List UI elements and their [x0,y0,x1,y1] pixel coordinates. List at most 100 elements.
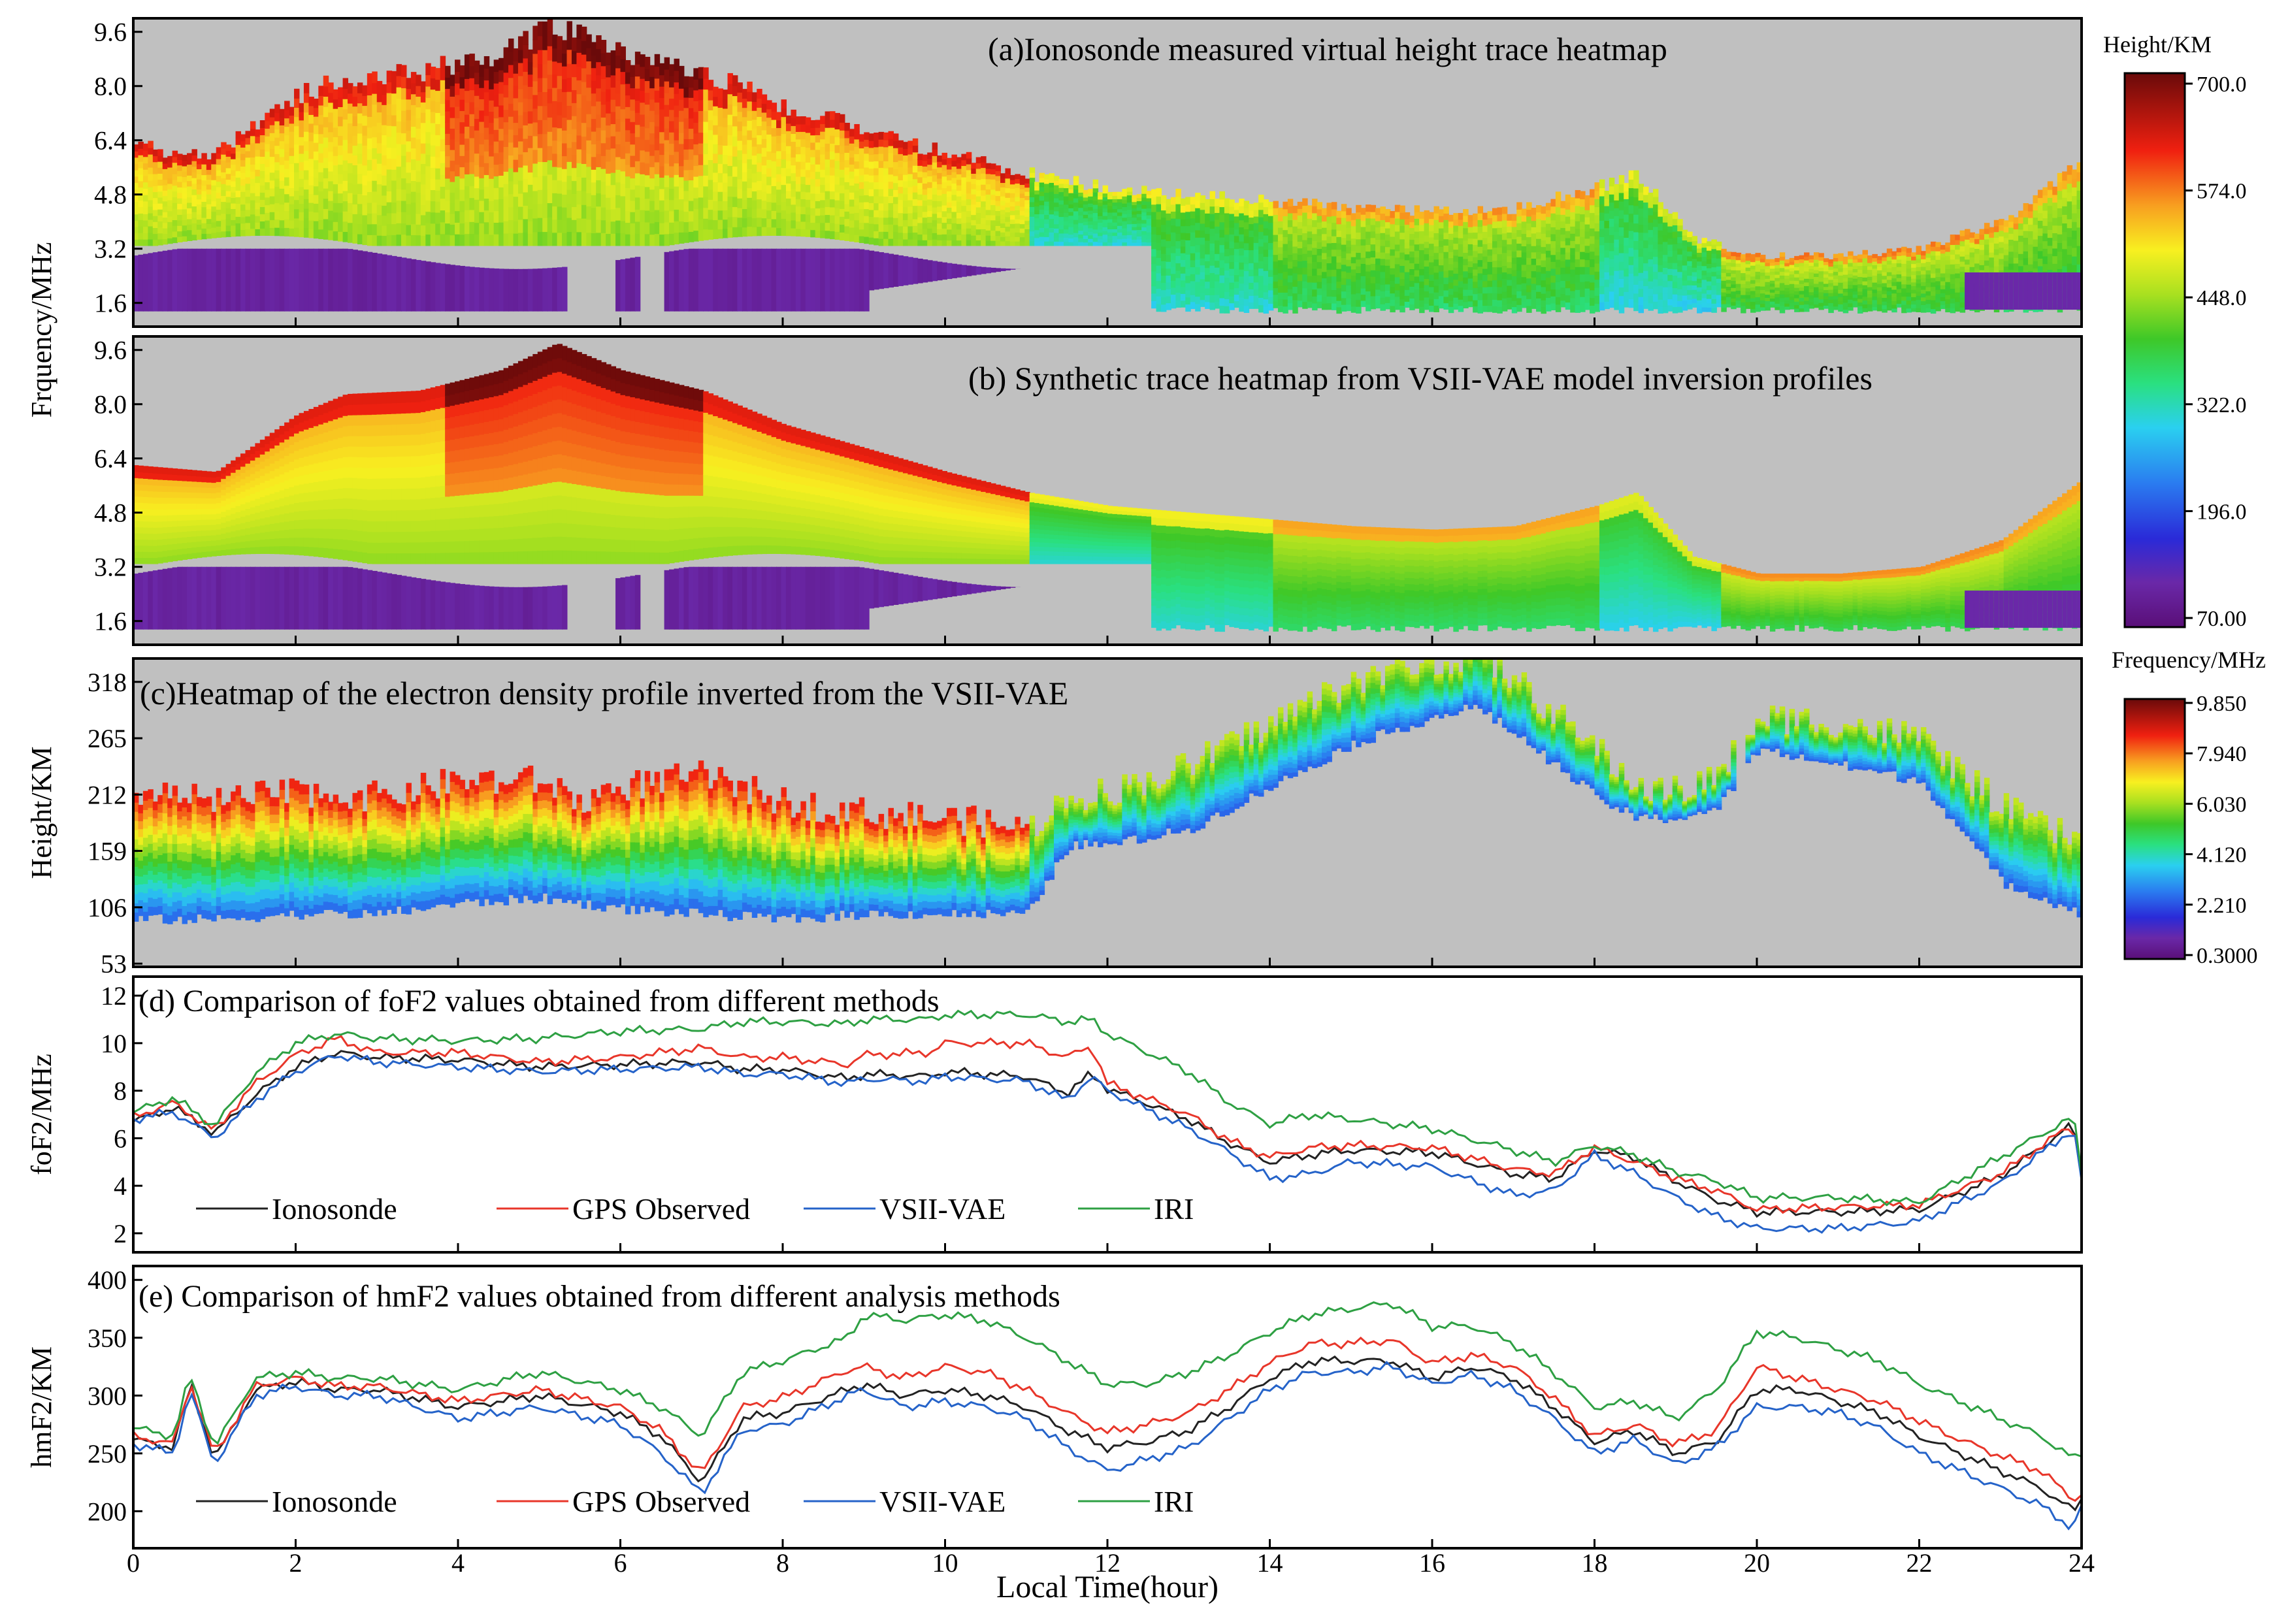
heatmap-cell [206,164,212,171]
heatmap-cell [274,186,280,195]
heatmap-cell [834,121,840,130]
heatmap-cell [586,192,592,206]
heatmap-cell [1263,306,1269,314]
heatmap-cell [142,143,149,151]
heatmap-cell [698,121,704,133]
heatmap-cell [751,155,758,165]
heatmap-cell [259,177,266,186]
heatmap-cell [1156,287,1162,297]
heatmap-cell [1292,299,1298,307]
heatmap-cell [235,163,242,171]
heatmap-cell [1297,221,1303,229]
heatmap-cell [348,202,353,214]
heatmap-cell [751,163,758,174]
heatmap-cell [479,155,485,167]
heatmap-cell [951,171,957,178]
heatmap-cell [552,166,558,180]
heatmap-cell [503,195,510,209]
heatmap-cell [669,251,675,312]
heatmap-cell [323,218,329,230]
heatmap-cell [1575,189,1581,199]
heatmap-cell [1151,189,1157,197]
heatmap-cell [410,180,417,192]
heatmap-cell [367,170,373,182]
heatmap-cell [1078,226,1084,231]
heatmap-cell [1126,195,1133,199]
heatmap-cell [1039,227,1045,233]
heatmap-cell [1209,228,1216,236]
heatmap-cell [985,168,992,174]
heatmap-cell [396,154,402,167]
heatmap-cell [1049,240,1055,246]
heatmap-cell [259,142,266,150]
heatmap-cell [1453,236,1459,244]
heatmap-cell [547,18,553,32]
heatmap-cell [1555,244,1562,253]
heatmap-cell [1584,252,1591,261]
heatmap-cell [265,135,270,144]
heatmap-cell [815,208,821,216]
heatmap-cell [547,74,553,89]
heatmap-cell [703,207,709,219]
heatmap-cell [898,206,904,214]
heatmap-cell [742,89,748,99]
heatmap-cell [1477,293,1484,300]
heatmap-cell [1205,253,1211,261]
heatmap-cell [162,238,169,245]
heatmap-cell [1073,176,1079,182]
heatmap-cell [1078,237,1084,242]
heatmap-cell [1190,267,1196,274]
heatmap-cell [318,190,324,201]
heatmap-cell [1341,237,1347,245]
heatmap-cell [352,223,358,234]
heatmap-cell [698,132,704,144]
heatmap-cell [410,72,417,84]
heatmap-cell [1550,302,1556,311]
heatmap-cell [396,132,402,144]
heatmap-cell [455,164,461,176]
heatmap-cell [1205,233,1211,241]
heatmap-cell [596,101,602,115]
heatmap-cell [825,190,831,199]
heatmap-cell [1317,287,1323,295]
heatmap-cell [250,185,256,193]
heatmap-cell [1507,244,1513,251]
heatmap-cell [391,212,397,225]
heatmap-cell [1185,261,1191,269]
heatmap-cell [874,231,879,238]
heatmap-cell [654,114,661,127]
heatmap-cell [825,248,831,312]
heatmap-cell [425,165,431,178]
heatmap-cell [1136,219,1143,224]
heatmap-cell [191,217,197,224]
heatmap-cell [859,215,865,223]
heatmap-cell [1170,266,1177,274]
heatmap-cell [990,163,996,170]
heatmap-cell [1492,240,1498,248]
heatmap-cell [1053,223,1060,229]
heatmap-cell [416,96,421,108]
heatmap-cell [1132,207,1137,212]
heatmap-cell [1161,304,1167,312]
heatmap-cell [717,182,724,192]
heatmap-cell [698,248,704,312]
heatmap-cell [1356,293,1362,300]
heatmap-cell [1555,206,1562,215]
heatmap-cell [318,86,324,96]
heatmap-cell [250,128,256,137]
heatmap-cell [1083,221,1089,225]
heatmap-cell [221,183,227,191]
heatmap-cell [1336,223,1342,231]
heatmap-cell [1029,240,1036,246]
heatmap-cell [664,198,670,211]
heatmap-cell [1375,264,1381,271]
heatmap-cell [1063,183,1070,189]
heatmap-cell [1102,200,1108,205]
heatmap-cell [362,105,368,116]
heatmap-cell [742,116,748,127]
heatmap-cell [342,108,349,120]
heatmap-cell [450,138,456,150]
heatmap-cell [206,189,212,195]
heatmap-cell [493,199,500,212]
heatmap-cell [416,127,421,140]
